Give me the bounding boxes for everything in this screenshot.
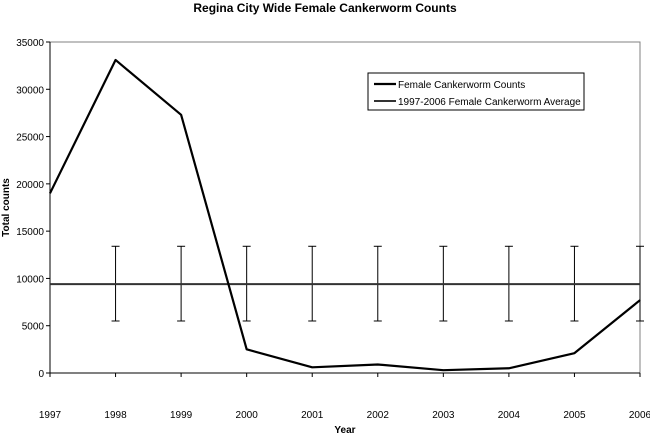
y-tick-label: 10000 bbox=[16, 274, 44, 285]
count-line bbox=[49, 58, 641, 372]
y-axis-title: Total counts bbox=[1, 178, 12, 237]
x-tick-label: 2000 bbox=[236, 410, 259, 421]
y-tick-label: 20000 bbox=[16, 180, 44, 191]
data-point bbox=[311, 366, 313, 368]
data-point bbox=[246, 348, 248, 350]
data-point bbox=[377, 363, 379, 366]
x-tick-label: 1998 bbox=[104, 410, 127, 421]
x-tick-label: 2006 bbox=[629, 410, 650, 421]
data-point bbox=[114, 59, 117, 61]
data-point bbox=[639, 299, 641, 301]
count-points bbox=[49, 59, 641, 371]
x-tick-label: 1997 bbox=[39, 410, 62, 421]
y-tick-label: 25000 bbox=[16, 133, 44, 144]
y-axis-ticks: 0 5000 10000 15000 20000 25000 30000 35000 bbox=[16, 38, 51, 380]
y-tick-label: 5000 bbox=[22, 322, 45, 333]
y-tick-label: 30000 bbox=[16, 85, 44, 96]
x-tick-label: 2001 bbox=[301, 410, 324, 421]
y-tick-label: 0 bbox=[38, 369, 44, 380]
x-tick-label: 2004 bbox=[498, 410, 521, 421]
y-tick-label: 35000 bbox=[16, 38, 44, 49]
y-tick-label: 15000 bbox=[16, 227, 44, 238]
x-axis-title: Year bbox=[334, 425, 355, 436]
legend-label-average: 1997-2006 Female Cankerworm Average bbox=[398, 97, 581, 108]
chart-title: Regina City Wide Female Cankerworm Count… bbox=[193, 1, 457, 15]
x-tick-label: 2003 bbox=[432, 410, 455, 421]
data-point bbox=[573, 352, 576, 354]
x-tick-label: 1999 bbox=[170, 410, 193, 421]
x-tick-label: 2005 bbox=[563, 410, 586, 421]
data-point bbox=[508, 367, 510, 369]
x-axis-ticks: 1997 1998 1999 2000 2001 2002 2003 2004 2005 2006 bbox=[39, 372, 650, 421]
legend: Female Cankerworm Counts 1997-2006 Femal… bbox=[367, 72, 585, 111]
legend-box bbox=[367, 72, 585, 111]
legend-label-counts: Female Cankerworm Counts bbox=[398, 80, 525, 91]
data-point bbox=[180, 114, 182, 116]
data-point bbox=[442, 369, 444, 371]
x-tick-label: 2002 bbox=[367, 410, 390, 421]
data-point bbox=[49, 192, 51, 194]
